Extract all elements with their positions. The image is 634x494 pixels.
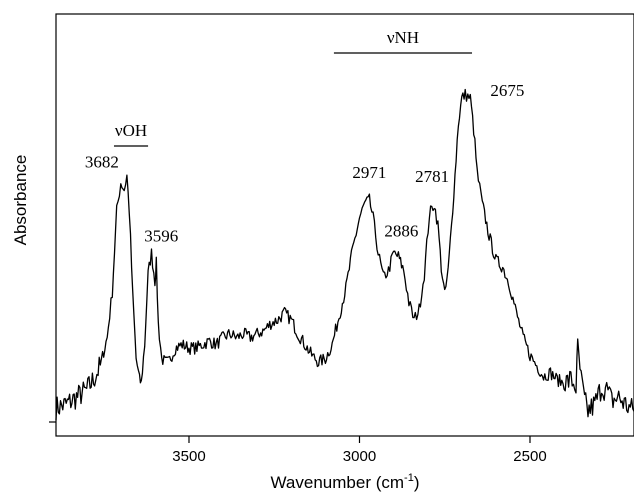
- x-axis-ticks: 3500 3000 2500: [172, 436, 546, 465]
- peak-label-2781: 2781: [415, 167, 449, 186]
- peak-label-3596: 3596: [144, 227, 178, 246]
- y-axis-title: Absorbance: [11, 155, 30, 246]
- peak-label-2886: 2886: [384, 222, 418, 241]
- peak-label-3682: 3682: [85, 153, 119, 172]
- x-tick-label-3000: 3000: [343, 448, 376, 465]
- peak-label-2675: 2675: [490, 81, 524, 100]
- x-tick-label-3500: 3500: [172, 448, 205, 465]
- peak-annotations: 3682 3596 2971 2886 2781 2675 νOH νNH: [85, 28, 524, 246]
- x-tick-label-2500: 2500: [513, 448, 546, 465]
- bracket-label-0: νOH: [115, 121, 147, 140]
- peak-label-2971: 2971: [352, 163, 386, 182]
- bracket-label-1: νNH: [387, 28, 419, 47]
- x-axis-title: Wavenumber (cm-1): [271, 472, 420, 492]
